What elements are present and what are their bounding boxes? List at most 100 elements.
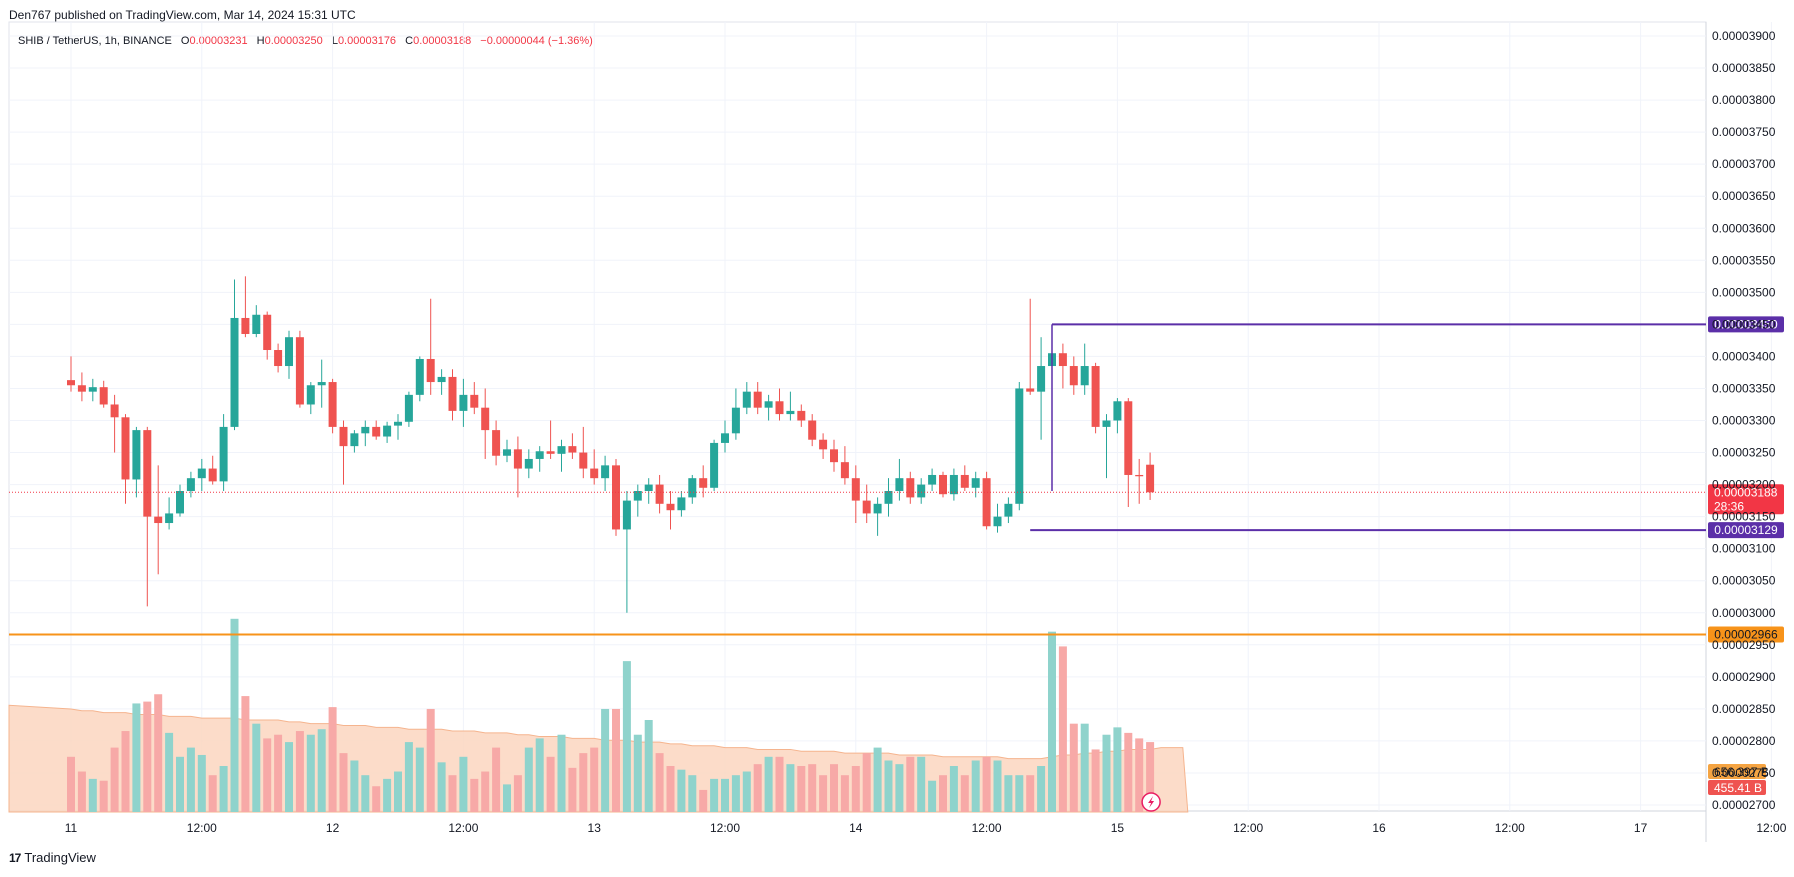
candle-body: [459, 394, 468, 411]
price-tick-label: 0.00002900: [1712, 670, 1776, 684]
volume-bar: [830, 764, 838, 812]
candle-body: [208, 468, 217, 482]
volume-bar: [939, 775, 947, 812]
candle-body: [99, 387, 108, 405]
candle-body: [317, 382, 326, 386]
candle-body: [939, 474, 947, 495]
ohlc-legend: SHIB / TetherUS, 1h, BINANCE O0.00003231…: [18, 35, 599, 47]
level-price-badge: [1708, 626, 1784, 643]
volume-bar: [295, 731, 304, 812]
tradingview-logo[interactable]: 17 TradingView: [9, 850, 96, 865]
candle-body: [1037, 366, 1046, 392]
last-price-badge: [1708, 484, 1784, 515]
volume-bar: [851, 766, 860, 812]
price-tick-label: 0.00003500: [1712, 285, 1776, 299]
candle-body: [263, 314, 272, 351]
volume-bar: [699, 789, 708, 812]
candle-body: [601, 465, 610, 479]
candle-body: [1069, 366, 1078, 386]
candle-body: [132, 430, 141, 480]
volume-bar: [1058, 646, 1067, 812]
volume-value-badge: [1708, 764, 1766, 779]
volume-bar: [1004, 775, 1013, 812]
price-tick-label: 0.00003850: [1712, 61, 1776, 75]
volume-bar: [437, 762, 446, 812]
horizontal-levels: 0.00003450 0.00003129 0.00002966 0.00003188…: [9, 316, 1784, 812]
candle-body: [775, 401, 784, 415]
close-value: 0.00003188: [413, 35, 472, 47]
volume-bar: [535, 738, 544, 812]
candle-body: [1124, 401, 1133, 475]
volume-bar: [219, 766, 228, 812]
candle-body: [274, 350, 283, 367]
candle-body: [448, 376, 457, 411]
volume-bar: [655, 753, 664, 812]
candle-body: [230, 317, 239, 427]
level-price-badge: [1708, 522, 1784, 539]
candle-body: [1004, 503, 1013, 517]
volume-bar: [481, 771, 490, 812]
low-label: L: [331, 35, 338, 47]
price-tick-label: 0.00003650: [1712, 189, 1776, 203]
volume-bar: [840, 775, 849, 812]
volume-bar: [590, 747, 599, 812]
volume-bar: [285, 742, 293, 812]
volume-bar: [601, 708, 610, 812]
volume-bar: [513, 775, 522, 812]
candle-body: [1102, 420, 1111, 427]
volume-bar: [808, 764, 817, 812]
volume-bar: [524, 747, 533, 812]
lightning-icon-glyph: [1148, 796, 1155, 808]
time-tick-label: 12: [326, 821, 340, 835]
volume-bar: [622, 661, 631, 812]
candle-body: [415, 358, 424, 395]
volume-bar: [928, 780, 937, 812]
price-tick-label: 0.00003700: [1712, 157, 1776, 171]
price-tick-label: 0.00003250: [1712, 446, 1776, 460]
volume-bar: [121, 731, 130, 812]
time-tick-label: 12:00: [1233, 821, 1263, 835]
candle-body: [819, 439, 828, 450]
price-tick-label: 0.00002950: [1712, 638, 1776, 652]
candle-body: [295, 337, 304, 405]
price-tick-label: 0.00002850: [1712, 702, 1776, 716]
volume-bar: [415, 747, 424, 812]
candle-body: [840, 462, 849, 479]
volume-bar: [731, 775, 740, 812]
candle-body: [121, 417, 130, 480]
candle-body: [633, 490, 642, 501]
volume-bar: [306, 734, 315, 812]
symbol-title[interactable]: SHIB / TetherUS, 1h, BINANCE: [18, 35, 172, 47]
candle-body: [884, 490, 893, 504]
candle-body: [557, 446, 566, 454]
time-tick-label: 12:00: [972, 821, 1002, 835]
candle-body: [492, 430, 501, 456]
time-tick-label: 11: [65, 821, 78, 835]
candle-body: [1091, 366, 1100, 427]
volume-bar: [1048, 631, 1056, 812]
countdown-label: 28:36: [1714, 499, 1744, 513]
candle-body: [622, 500, 631, 530]
volume-bar: [230, 618, 239, 812]
candle-body: [906, 478, 915, 498]
volume-pane: [8, 618, 1189, 813]
candle-body: [546, 451, 555, 454]
level-price-badge: [1708, 316, 1784, 333]
volume-bar: [372, 786, 381, 812]
price-tick-label: 0.00003800: [1712, 93, 1776, 107]
volume-bar: [394, 771, 402, 812]
volume-bar: [426, 708, 435, 812]
volume-bar: [448, 775, 457, 812]
volume-bar: [1015, 775, 1024, 812]
price-tick-label: 0.00003600: [1712, 221, 1776, 235]
plot-frame: [8, 21, 1707, 812]
volume-bar: [993, 760, 1002, 812]
level-price-label: 0.00003129: [1714, 523, 1778, 537]
level-price-label: 0.00003450: [1714, 317, 1778, 331]
candle-body: [655, 484, 664, 504]
candle-body: [306, 385, 315, 405]
candle-body: [1015, 388, 1024, 504]
candle-body: [797, 410, 806, 421]
time-tick-label: 14: [849, 821, 863, 835]
